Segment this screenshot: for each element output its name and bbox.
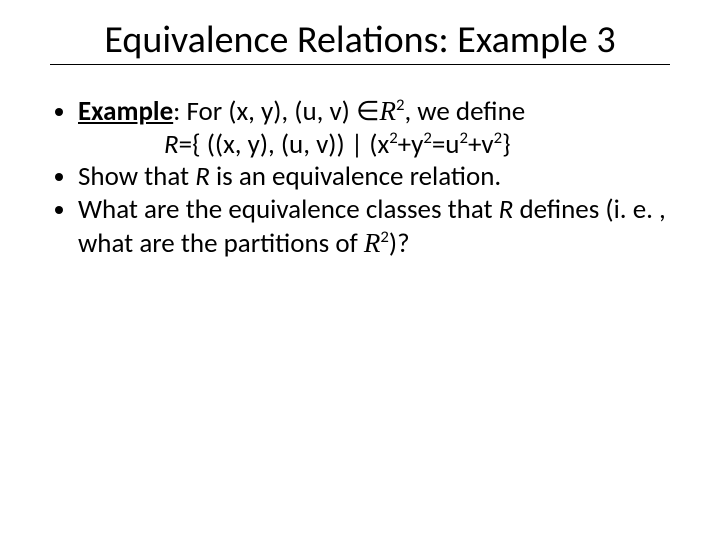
body-list: Example: For (x, y), (u, v) ∈R2, we defi… <box>50 95 670 262</box>
b1l2-s2: 2 <box>423 128 431 148</box>
slide: Equivalence Relations: Example 3 Example… <box>0 0 720 540</box>
b1l2-m2: =u <box>432 128 460 161</box>
b3sup: 2 <box>380 227 388 247</box>
b1-tail: , we define <box>404 95 525 128</box>
b1l2-s1: 2 <box>389 128 397 148</box>
b1l2-rest: ={ ((x, y), (u, v)) | (x <box>179 128 390 161</box>
bullet-3: What are the equivalence classes that R … <box>78 194 670 261</box>
b1l2-m3: +v <box>468 128 494 161</box>
bullet-2: Show that R is an equivalence relation. <box>78 161 670 194</box>
example-label: Example <box>78 95 173 128</box>
b3r: R <box>499 193 514 226</box>
b1l2-s3: 2 <box>459 128 467 148</box>
b2a: Show that <box>78 160 195 193</box>
slide-title: Equivalence Relations: Example 3 <box>50 18 670 65</box>
b1l2-end: } <box>502 128 511 161</box>
b3a: What are the equivalence classes that <box>78 193 499 226</box>
b1-rest: : For (x, y), (u, v) ∈ <box>173 95 379 128</box>
b2b: is an equivalence relation. <box>210 160 501 193</box>
b2r: R <box>195 160 210 193</box>
bullet-1: Example: For (x, y), (u, v) ∈R2, we defi… <box>78 95 670 162</box>
b1l2-m1: +y <box>398 128 424 161</box>
b1l2-s4: 2 <box>494 128 502 148</box>
b1-r: R <box>379 96 396 126</box>
b1l2-r: R <box>164 128 179 161</box>
b3c: )? <box>389 227 410 260</box>
b3R2: R <box>364 228 381 258</box>
b1-line2: R={ ((x, y), (u, v)) | (x2+y2=u2+v2} <box>78 129 670 162</box>
